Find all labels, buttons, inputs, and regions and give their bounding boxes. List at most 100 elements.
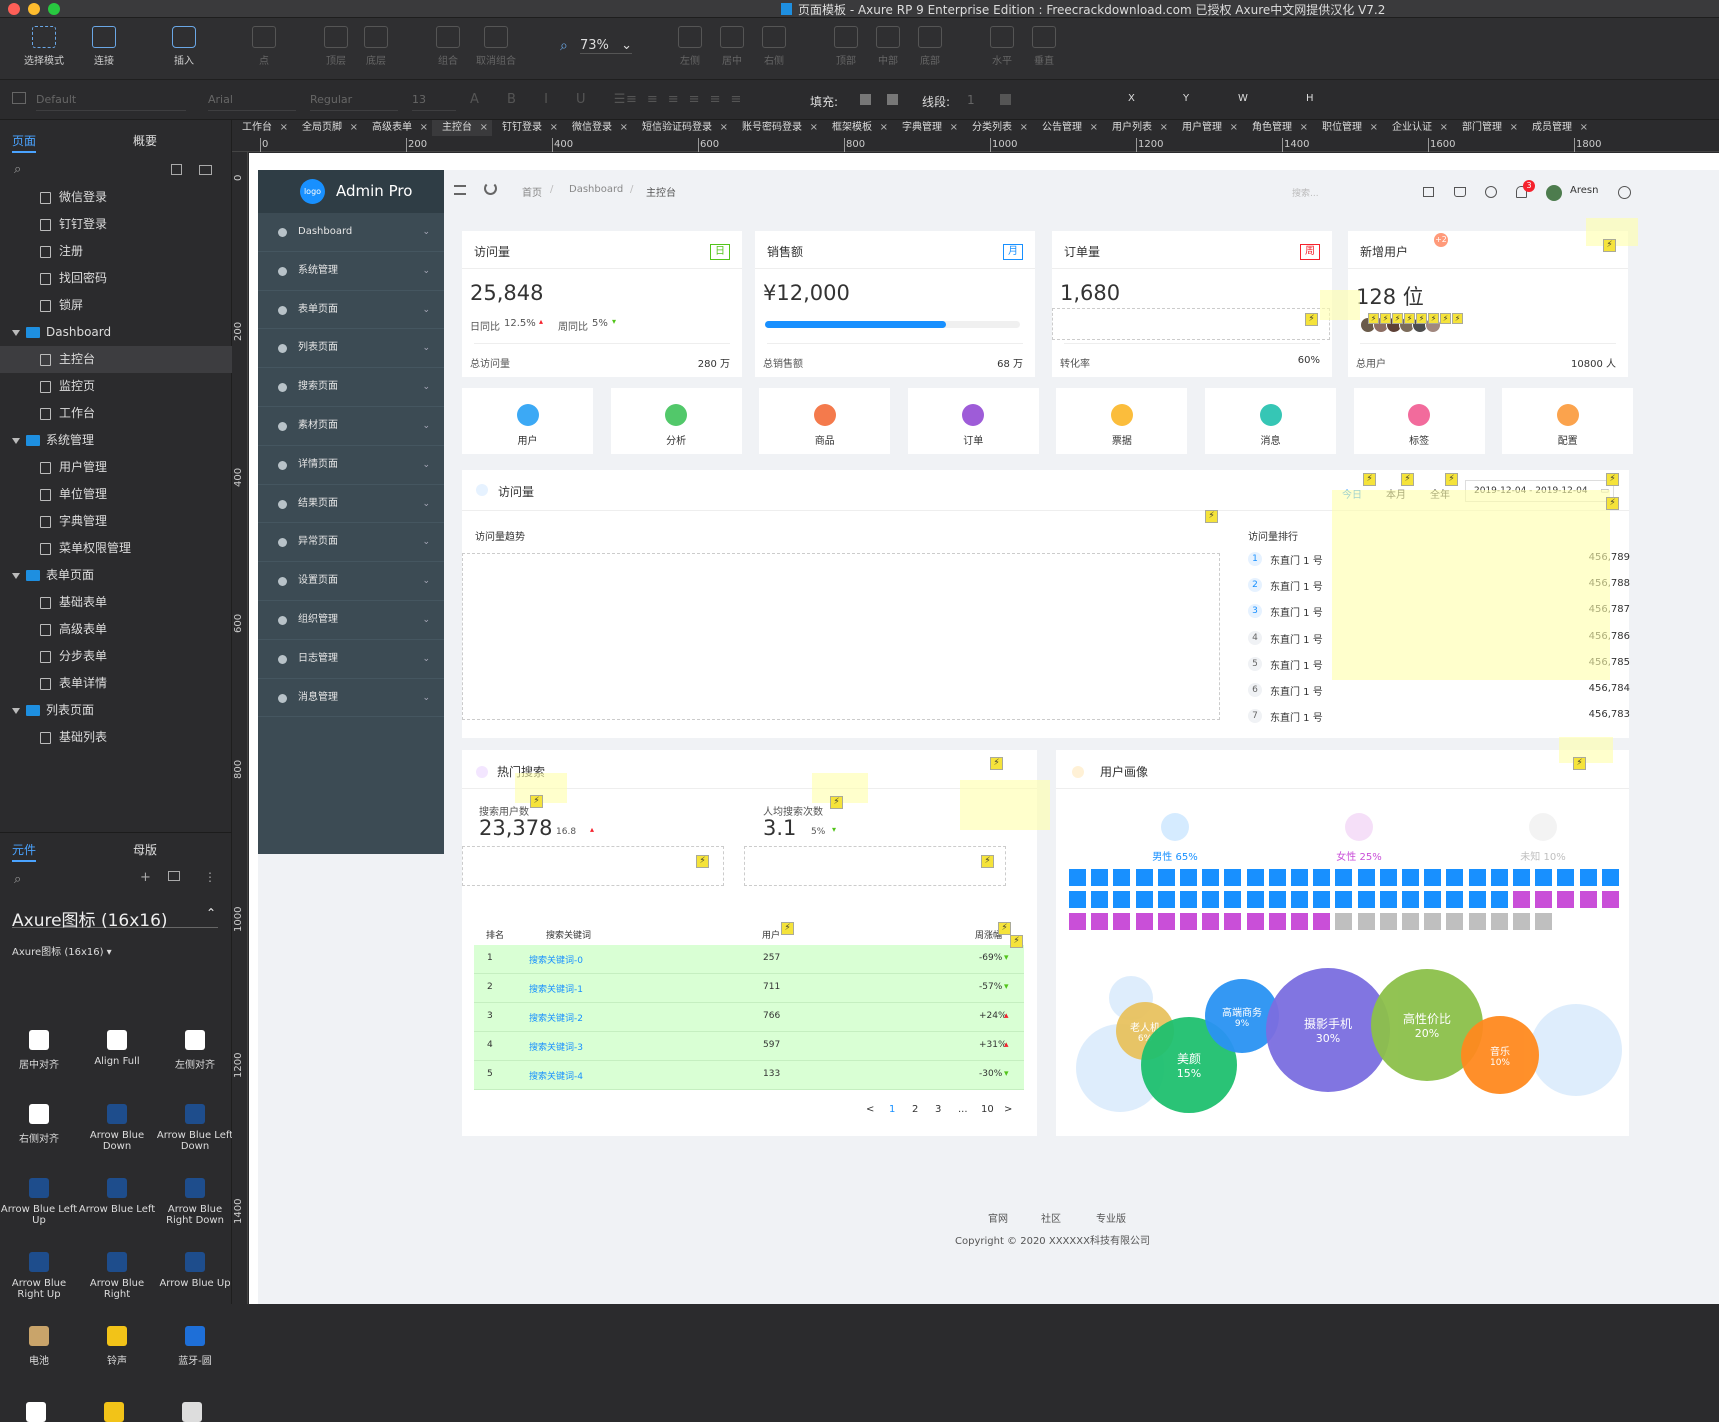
- nav-item[interactable]: 消息管理 ⌄: [258, 679, 444, 718]
- tree-item-page[interactable]: 菜单权限管理: [0, 535, 232, 562]
- library-item[interactable]: Arrow Blue Left Down: [156, 1104, 234, 1152]
- nav-item[interactable]: 素材页面 ⌄: [258, 407, 444, 446]
- nav-item[interactable]: 异常页面 ⌄: [258, 523, 444, 563]
- breadcrumb-dashboard[interactable]: Dashboard: [569, 184, 624, 195]
- zoom-select[interactable]: 73% ⌄: [580, 38, 632, 54]
- point-button[interactable]: 点: [236, 18, 292, 67]
- distribute-h-button[interactable]: 水平: [974, 18, 1030, 67]
- send-bottom-button[interactable]: 底层: [348, 18, 404, 67]
- style-select[interactable]: Default: [36, 89, 186, 111]
- library-item[interactable]: Arrow Blue Down: [78, 1104, 156, 1152]
- close-tab-icon[interactable]: ×: [1019, 122, 1028, 133]
- annotation-note-icon[interactable]: ⚡: [1416, 313, 1427, 324]
- library-item[interactable]: 铃声: [78, 1326, 156, 1367]
- outline-tab[interactable]: 概要: [133, 134, 158, 148]
- more-icon[interactable]: ⋮: [204, 870, 216, 884]
- annotation-note-icon[interactable]: ⚡: [1363, 473, 1376, 486]
- line-width-value[interactable]: 1: [967, 93, 975, 107]
- close-tab-icon[interactable]: ×: [619, 122, 628, 133]
- tab-1[interactable]: 全局页脚 ×: [292, 120, 362, 136]
- tree-item-page[interactable]: 锁屏: [0, 292, 232, 319]
- align-left-button[interactable]: 左侧: [662, 18, 718, 67]
- tab-8[interactable]: 框架模板 ×: [822, 120, 892, 136]
- annotation-note-icon[interactable]: ⚡: [1603, 239, 1616, 252]
- select-mode-button[interactable]: 选择模式: [16, 18, 72, 67]
- alignment-icons[interactable]: ≡≡≡≡≡≡: [626, 92, 752, 107]
- username[interactable]: Aresn: [1570, 185, 1599, 196]
- annotation-note-icon[interactable]: ⚡: [1305, 313, 1318, 326]
- bell-icon[interactable]: [1516, 186, 1527, 198]
- align-right-button[interactable]: 右侧: [746, 18, 802, 67]
- tree-item-page[interactable]: 高级表单: [0, 616, 232, 643]
- tab-13[interactable]: 用户管理 ×: [1172, 120, 1242, 136]
- weight-select[interactable]: Regular: [310, 89, 398, 111]
- search-icon[interactable]: ⌕: [14, 162, 22, 177]
- insert-button[interactable]: 插入: [156, 18, 212, 67]
- help-icon[interactable]: [1485, 186, 1497, 198]
- widget-search-icon[interactable]: ⌕: [14, 872, 22, 887]
- font-select[interactable]: Arial: [208, 89, 296, 111]
- add-folder-icon[interactable]: [199, 165, 212, 175]
- tree-item-page[interactable]: 单位管理: [0, 481, 232, 508]
- library-item[interactable]: 左侧对齐: [156, 1030, 234, 1071]
- tab-10[interactable]: 分类列表 ×: [962, 120, 1032, 136]
- tree-item-page[interactable]: 用户管理: [0, 454, 232, 481]
- tab-6[interactable]: 短信验证码登录 ×: [632, 120, 732, 136]
- annotation-note-icon[interactable]: ⚡: [696, 855, 709, 868]
- group-button[interactable]: 组合: [420, 18, 476, 67]
- quick-entry[interactable]: 标签: [1353, 388, 1485, 454]
- library-item[interactable]: Arrow Blue Right Down: [156, 1178, 234, 1226]
- quick-entry[interactable]: 配置: [1502, 388, 1634, 454]
- close-tab-icon[interactable]: ×: [1229, 122, 1238, 133]
- tree-item-page[interactable]: 监控页: [0, 373, 232, 400]
- annotation-note-icon[interactable]: ⚡: [1205, 510, 1218, 523]
- header-search-input[interactable]: 搜索...: [1292, 189, 1319, 199]
- annotation-note-icon[interactable]: ⚡: [981, 855, 994, 868]
- quick-entry[interactable]: 票据: [1056, 388, 1188, 454]
- annotation-note-icon[interactable]: ⚡: [1452, 313, 1463, 324]
- fill-color-swatch[interactable]: [860, 94, 871, 105]
- library-item[interactable]: Arrow Blue Left: [78, 1178, 156, 1215]
- annotation-note-icon[interactable]: ⚡: [1368, 313, 1379, 324]
- size-select[interactable]: 13: [412, 89, 456, 111]
- footer-link-community[interactable]: 社区: [1041, 1214, 1061, 1225]
- close-tab-icon[interactable]: ×: [1579, 122, 1588, 133]
- tab-14[interactable]: 角色管理 ×: [1242, 120, 1312, 136]
- page-button[interactable]: 10: [981, 1104, 994, 1115]
- menu-fold-icon[interactable]: [454, 185, 466, 195]
- nav-item[interactable]: 设置页面 ⌄: [258, 562, 444, 601]
- tab-7[interactable]: 账号密码登录 ×: [732, 120, 822, 136]
- minimize-window-icon[interactable]: [28, 3, 40, 15]
- quick-entry[interactable]: 商品: [759, 388, 891, 454]
- annotation-note-icon[interactable]: ⚡: [1392, 313, 1403, 324]
- tree-item-page[interactable]: 找回密码: [0, 265, 232, 292]
- ungroup-button[interactable]: 取消组合: [468, 18, 524, 67]
- tab-4[interactable]: 钉钉登录 ×: [492, 120, 562, 136]
- breadcrumb-home[interactable]: 首页: [522, 188, 542, 199]
- nav-item[interactable]: Dashboard ⌄: [258, 213, 444, 252]
- add-library-icon[interactable]: +: [140, 870, 151, 885]
- refresh-icon[interactable]: [484, 182, 497, 195]
- tab-17[interactable]: 部门管理 ×: [1452, 120, 1522, 136]
- tree-item-page[interactable]: 钉钉登录: [0, 211, 232, 238]
- user-avatar[interactable]: [1546, 185, 1562, 201]
- annotation-note-icon[interactable]: ⚡: [998, 922, 1011, 935]
- tree-item-page[interactable]: 分步表单: [0, 643, 232, 670]
- library-item[interactable]: Arrow Blue Right Up: [0, 1252, 78, 1300]
- library-item[interactable]: Arrow Blue Right: [78, 1252, 156, 1300]
- close-window-icon[interactable]: [8, 3, 20, 15]
- annotation-note-icon[interactable]: ⚡: [1445, 473, 1458, 486]
- pages-tab[interactable]: 页面: [12, 132, 37, 153]
- page-button[interactable]: 2: [912, 1104, 919, 1115]
- next-page-button[interactable]: >: [1004, 1104, 1013, 1115]
- library-item[interactable]: 电池: [0, 1326, 78, 1367]
- tree-item-page[interactable]: 工作台: [0, 400, 232, 427]
- footer-link-website[interactable]: 官网: [988, 1214, 1008, 1225]
- annotation-note-icon[interactable]: ⚡: [990, 757, 1003, 770]
- tab-11[interactable]: 公告管理 ×: [1032, 120, 1102, 136]
- library-item[interactable]: Align Full: [78, 1030, 156, 1067]
- tab-18[interactable]: 成员管理 ×: [1522, 120, 1592, 136]
- close-tab-icon[interactable]: ×: [419, 122, 428, 133]
- close-tab-icon[interactable]: ×: [1089, 122, 1098, 133]
- library-item[interactable]: 蓝牙-圆: [156, 1326, 234, 1367]
